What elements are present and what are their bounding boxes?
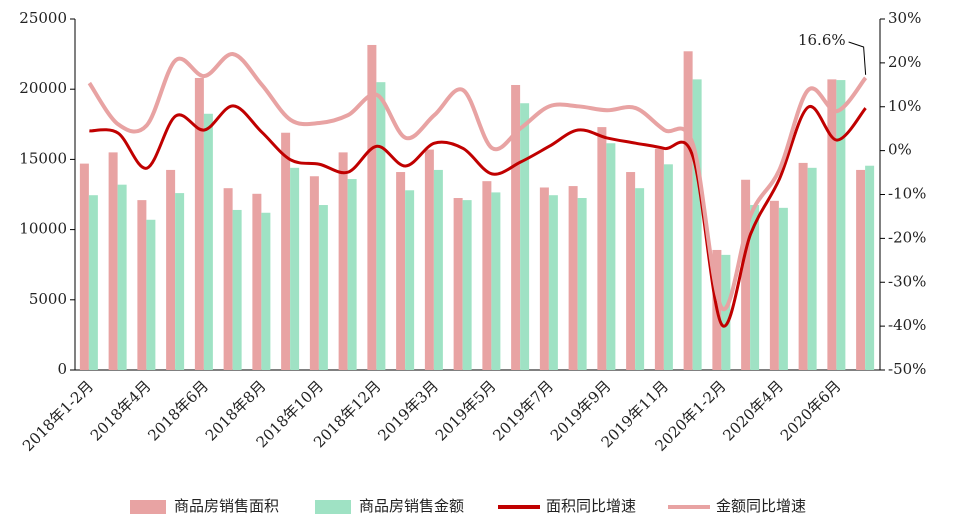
- bar: [137, 200, 147, 370]
- bar: [606, 143, 616, 370]
- bar: [232, 209, 242, 370]
- bar: [367, 44, 377, 370]
- x-tick-label: 2018年1-2月: [19, 377, 97, 455]
- bar: [491, 192, 501, 370]
- bar: [194, 77, 204, 370]
- y2-tick-label: 20%: [888, 53, 921, 71]
- bar: [692, 79, 702, 370]
- bar: [88, 195, 98, 370]
- bar: [281, 132, 291, 370]
- bar: [223, 188, 233, 370]
- x-tick-label: 2019年5月: [432, 377, 500, 445]
- y-tick-label: 10000: [19, 220, 67, 238]
- line: [89, 104, 867, 328]
- bar: [108, 152, 118, 370]
- bar: [865, 165, 875, 370]
- bar: [290, 167, 300, 370]
- x-tick-label: 2020年4月: [719, 377, 787, 445]
- bar: [836, 80, 846, 370]
- y2-tick-label: -30%: [888, 272, 926, 290]
- bar: [520, 103, 530, 371]
- bar: [396, 172, 406, 370]
- bar: [462, 200, 472, 370]
- bar: [146, 219, 156, 370]
- y2-tick-label: -50%: [888, 360, 926, 378]
- bar: [568, 186, 578, 370]
- y2-tick-label: 30%: [888, 9, 921, 27]
- y2-tick-label: -10%: [888, 185, 926, 203]
- y2-tick-label: 10%: [888, 97, 921, 115]
- legend-swatch: [130, 500, 166, 514]
- y-tick-label: 15000: [19, 149, 67, 167]
- bar: [597, 127, 607, 370]
- bar: [798, 162, 808, 370]
- y-tick-label: 5000: [29, 290, 67, 308]
- bar: [166, 169, 176, 370]
- bar: [261, 212, 271, 370]
- bar: [539, 187, 549, 370]
- annotation: 16.6%: [798, 31, 846, 49]
- bar: [433, 169, 443, 370]
- bar: [424, 149, 434, 370]
- legend-label: 商品房销售金额: [359, 497, 464, 515]
- bar: [203, 113, 213, 371]
- bar: [376, 82, 386, 371]
- annotation-leader: [848, 41, 867, 75]
- y2-tick-label: -40%: [888, 316, 926, 334]
- bar: [252, 193, 262, 370]
- bar: [827, 79, 837, 370]
- bar: [175, 193, 185, 370]
- bar: [405, 190, 415, 370]
- legend-swatch: [315, 500, 351, 514]
- bar: [663, 164, 673, 370]
- bar: [807, 167, 817, 370]
- bar: [482, 181, 492, 370]
- bar: [577, 198, 587, 370]
- bar: [117, 184, 127, 370]
- bar: [721, 254, 731, 370]
- bar: [79, 163, 89, 370]
- line: [87, 52, 868, 312]
- bar: [683, 51, 693, 371]
- bar: [750, 205, 760, 370]
- y-tick-label: 20000: [19, 79, 67, 97]
- y-tick-label: 25000: [19, 9, 67, 27]
- y-tick-label: 0: [57, 360, 67, 378]
- x-tick-label: 2019年7月: [489, 377, 557, 445]
- bar: [318, 205, 328, 370]
- bar: [778, 207, 788, 370]
- bar: [511, 84, 521, 370]
- bar: [635, 188, 645, 370]
- y2-tick-label: -20%: [888, 228, 926, 246]
- bar: [626, 172, 636, 370]
- legend-label: 商品房销售面积: [174, 497, 279, 515]
- bar: [309, 176, 319, 370]
- bar: [769, 200, 779, 370]
- legend-label: 面积同比增速: [546, 497, 636, 515]
- bar: [548, 195, 558, 370]
- bar: [741, 179, 751, 370]
- bar: [856, 169, 866, 370]
- x-tick-label: 2018年4月: [87, 377, 155, 445]
- x-tick-label: 2018年6月: [144, 377, 212, 445]
- bar: [338, 152, 348, 370]
- legend-label: 金额同比增速: [716, 497, 806, 515]
- x-tick-label: 2019年3月: [374, 377, 442, 445]
- bar: [453, 198, 463, 370]
- bar: [654, 148, 664, 370]
- x-tick-label: 2020年6月: [777, 377, 845, 445]
- bar: [347, 179, 357, 370]
- y2-tick-label: 0%: [888, 141, 912, 159]
